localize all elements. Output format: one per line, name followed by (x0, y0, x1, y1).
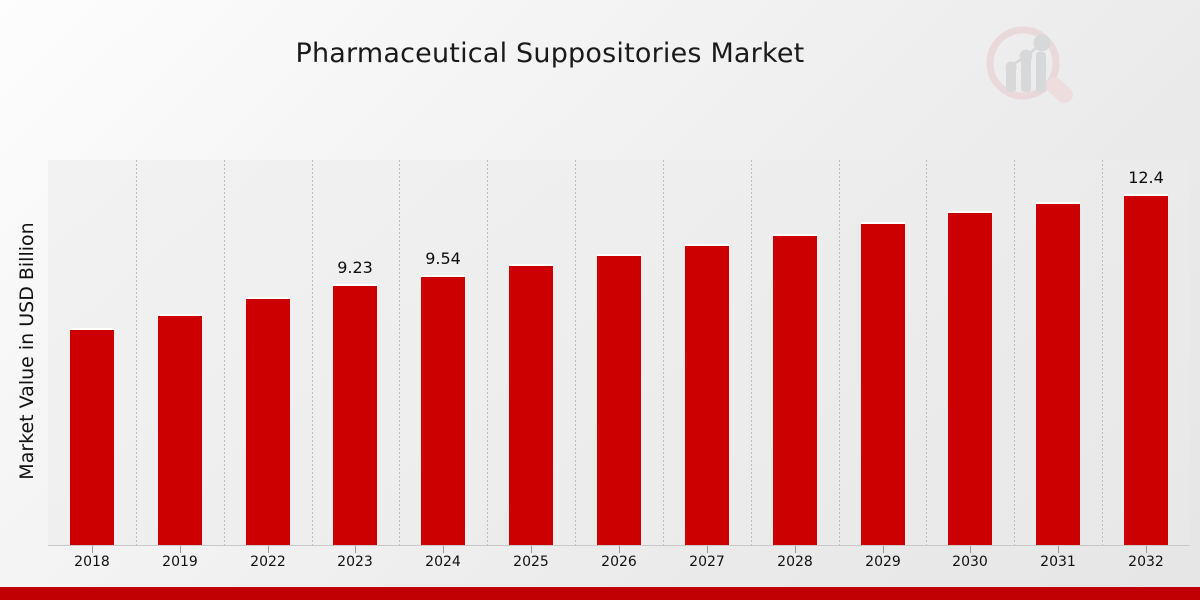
x-axis-tick-2028 (795, 546, 796, 553)
y-axis-label: Market Value in USD Billion (16, 222, 38, 480)
x-axis-label-2023: 2023 (337, 554, 373, 570)
page-title: Pharmaceutical Suppositories Market (295, 38, 805, 69)
x-axis-tick-2023 (355, 546, 356, 553)
bar-value-label-2023: 9.23 (337, 258, 373, 277)
x-axis-tick-2029 (883, 546, 884, 553)
bar-2018[interactable] (70, 328, 114, 545)
x-axis-label-2032: 2032 (1128, 554, 1164, 570)
x-axis-tick-2027 (707, 546, 708, 553)
x-axis-tick-2025 (531, 546, 532, 553)
chart-gridline (1102, 160, 1103, 545)
chart-gridline (224, 160, 225, 545)
x-axis-tick-2030 (970, 546, 971, 553)
chart-gridline (312, 160, 313, 545)
chart-gridline (136, 160, 137, 545)
bar-2030[interactable] (948, 211, 992, 545)
x-axis-label-2030: 2030 (952, 554, 988, 570)
x-axis-label-2019: 2019 (162, 554, 198, 570)
x-axis-label-2025: 2025 (513, 554, 549, 570)
x-axis-tick-2019 (180, 546, 181, 553)
x-axis-label-2018: 2018 (74, 554, 110, 570)
bar-value-label-2032: 12.4 (1128, 168, 1164, 187)
x-axis-tick-2032 (1146, 546, 1147, 553)
x-axis-label-2029: 2029 (865, 554, 901, 570)
chart-gridline (839, 160, 840, 545)
x-axis-label-2024: 2024 (425, 554, 461, 570)
x-axis-label-2028: 2028 (777, 554, 813, 570)
chart-gridline (575, 160, 576, 545)
x-axis-label-2031: 2031 (1040, 554, 1076, 570)
x-axis-label-2022: 2022 (250, 554, 286, 570)
magnifier-bar-chart-logo-icon (975, 18, 1085, 116)
bar-2019[interactable] (158, 314, 202, 545)
chart-gridline (487, 160, 488, 545)
bar-2025[interactable] (509, 264, 553, 545)
bar-2028[interactable] (773, 234, 817, 545)
chart-gridline (1014, 160, 1015, 545)
bar-value-label-2024: 9.54 (425, 249, 461, 268)
x-axis-tick-2024 (443, 546, 444, 553)
bar-2026[interactable] (597, 254, 641, 545)
bar-2027[interactable] (685, 244, 729, 545)
bar-2023[interactable] (333, 284, 377, 545)
chart-gridline (663, 160, 664, 545)
bar-2031[interactable] (1036, 202, 1080, 545)
chart-gridline (926, 160, 927, 545)
x-axis-label-2026: 2026 (601, 554, 637, 570)
x-axis-tick-2022 (268, 546, 269, 553)
chart-gridline (751, 160, 752, 545)
x-axis-label-2027: 2027 (689, 554, 725, 570)
footer-accent-bar (0, 587, 1200, 600)
chart-gridline (399, 160, 400, 545)
bar-2022[interactable] (246, 297, 290, 545)
bar-2032[interactable] (1124, 194, 1168, 545)
x-axis-tick-2026 (619, 546, 620, 553)
x-axis-tick-2018 (92, 546, 93, 553)
x-axis-tick-2031 (1058, 546, 1059, 553)
bar-2024[interactable] (421, 275, 465, 545)
bar-2029[interactable] (861, 222, 905, 545)
x-axis-line (48, 545, 1190, 546)
